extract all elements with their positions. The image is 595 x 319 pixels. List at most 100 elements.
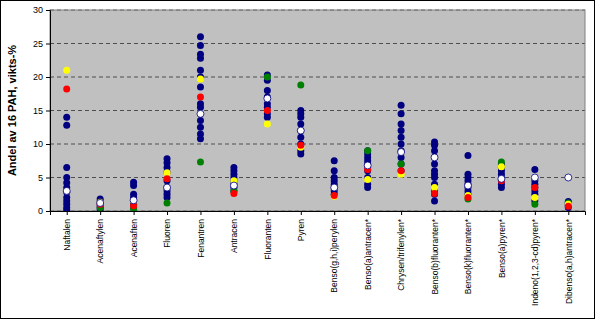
y-tick-label: 0 [38, 206, 43, 216]
point [264, 74, 271, 81]
point [264, 120, 271, 127]
grid-line [50, 77, 585, 78]
x-tick: Benso(a)antracen* [363, 211, 373, 290]
grid [50, 10, 585, 211]
x-tick-mark [401, 211, 402, 215]
point [164, 184, 171, 191]
grid-line [50, 43, 585, 44]
point [431, 184, 438, 191]
point [498, 163, 505, 170]
x-tick-mark [468, 211, 469, 215]
point [565, 203, 572, 210]
point [264, 114, 271, 121]
x-tick: Indeno(1,2,3-cd)pyren* [530, 211, 540, 306]
point [464, 194, 471, 201]
point [197, 42, 204, 49]
x-tick: Acenaften [129, 211, 139, 257]
y-tick-mark [46, 44, 50, 45]
point [164, 169, 171, 176]
x-tick: Acenaftylen [95, 211, 105, 263]
point [230, 182, 237, 189]
x-tick-mark [234, 211, 235, 215]
x-tick: Pyren [296, 211, 306, 241]
y-tick-label: 25 [33, 39, 43, 49]
x-tick: Dibenso(a,h)antracen* [564, 211, 574, 304]
point [264, 95, 271, 102]
point [297, 142, 304, 149]
x-tick-mark [368, 211, 369, 215]
point [63, 67, 70, 74]
point [264, 87, 271, 94]
x-tick-mark [334, 211, 335, 215]
point [531, 166, 538, 173]
x-tick-label: Acenaften [129, 219, 139, 258]
x-tick-label: Indeno(1,2,3-cd)pyren* [530, 218, 540, 306]
y-tick: 0 [38, 206, 50, 216]
point [531, 184, 538, 191]
point [531, 184, 538, 191]
x-tick-label: Antracen [229, 219, 239, 253]
point [331, 192, 338, 199]
x-tick-label: Benso(g,h,i)perylen [329, 219, 339, 293]
point [197, 104, 204, 111]
y-tick: 10 [33, 139, 50, 149]
x-tick: Benso(g,h,i)perylen [329, 211, 339, 293]
x-tick-mark [100, 211, 101, 215]
y-tick-mark [46, 144, 50, 145]
x-tick-mark [435, 211, 436, 215]
x-tick-mark [501, 211, 502, 215]
point [398, 167, 405, 174]
point [398, 102, 405, 109]
y-tick-mark [46, 211, 50, 212]
y-tick-mark [46, 10, 50, 11]
point [164, 199, 171, 206]
point [431, 147, 438, 154]
y-tick-label: 20 [33, 72, 43, 82]
point [331, 193, 338, 200]
point [63, 114, 70, 121]
y-tick-label: 10 [33, 139, 43, 149]
x-tick-mark [167, 211, 168, 215]
x-tick: Benso(b)fluoranten* [430, 211, 440, 295]
series [97, 74, 572, 212]
x-tick-label: Benso(k)fluoranten* [463, 218, 473, 294]
x-tick: Fluoranten [263, 211, 273, 260]
x-tick: Benso(a)pyren* [497, 211, 507, 278]
point [197, 84, 204, 91]
point [398, 120, 405, 127]
point [364, 162, 371, 169]
point [97, 199, 104, 206]
x-axis-line [51, 212, 586, 216]
point [297, 134, 304, 141]
grid-line [50, 110, 585, 111]
x-tick-mark [568, 211, 569, 215]
series [63, 95, 572, 207]
point [197, 110, 204, 117]
plot-background [50, 10, 585, 211]
x-tick-label: Fluoranten [263, 219, 273, 260]
y-axis-line [46, 11, 51, 212]
point [431, 191, 438, 198]
point [63, 86, 70, 93]
y-tick-label: 5 [38, 173, 43, 183]
point [63, 122, 70, 129]
point [197, 159, 204, 166]
point [63, 164, 70, 171]
chart-border [1, 1, 595, 319]
point [197, 33, 204, 40]
x-tick-label: Fluoren [162, 219, 172, 248]
point [97, 199, 104, 206]
point [197, 76, 204, 83]
point [197, 135, 204, 142]
x-tick-mark [535, 211, 536, 215]
x-tick-label: Acenaftylen [95, 219, 105, 264]
x-tick: Benso(k)fluoranten* [463, 211, 473, 294]
x-tick-mark [267, 211, 268, 215]
grid-line [50, 144, 585, 145]
point [297, 82, 304, 89]
x-tick-label: Naftalen [62, 219, 72, 251]
point [197, 117, 204, 124]
x-tick: Chrysen/trifenylen* [396, 211, 406, 291]
point [164, 169, 171, 176]
y-tick-label: 30 [33, 5, 43, 15]
